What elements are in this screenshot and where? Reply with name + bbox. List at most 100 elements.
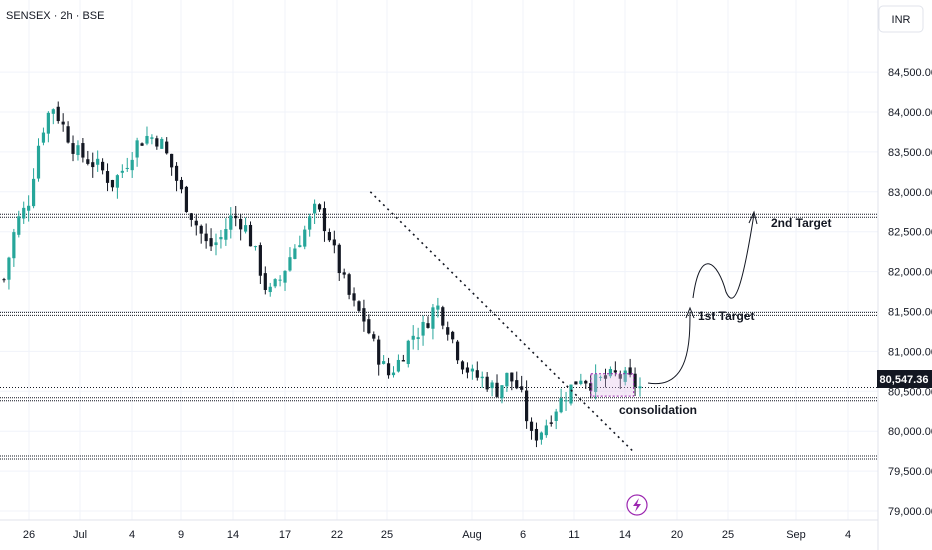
candle-body (283, 270, 287, 283)
candle-body (520, 386, 524, 390)
last-price-badge: 80,547.36 (877, 370, 932, 388)
candle-body (367, 319, 371, 334)
currency-button[interactable]: INR (878, 5, 924, 33)
candle-body (155, 138, 159, 147)
time-tick-label: 4 (129, 529, 135, 541)
candle-body (258, 245, 262, 276)
candle-body (451, 331, 455, 340)
candle-body (436, 305, 440, 310)
candle-body (608, 368, 613, 377)
candle-body (470, 368, 474, 372)
candle-body (352, 293, 356, 301)
candles (2, 101, 642, 448)
time-tick-label: 22 (331, 529, 343, 541)
candle-body (204, 233, 208, 242)
projection-path-1 (647, 311, 691, 385)
currency-label: INR (892, 14, 911, 26)
price-tick-label: 83,500.00 (888, 147, 932, 159)
candle-body (189, 213, 193, 220)
grid (0, 0, 879, 550)
price-tick-label: 84,500.00 (888, 67, 932, 79)
candle-body (628, 367, 632, 376)
candle-body (36, 145, 41, 179)
time-tick-label: 14 (619, 529, 631, 541)
candle-body (224, 229, 228, 240)
candle-body (357, 301, 361, 311)
candle-body (86, 159, 90, 164)
candle-body (71, 143, 75, 154)
price-tick-label: 80,500.00 (888, 386, 932, 398)
candle-body (421, 321, 425, 336)
price-axis[interactable]: 79,000.00 79,500.00 80,000.00 80,500.00 81,0… (888, 67, 932, 518)
candle-body (66, 126, 70, 143)
candle-body (317, 204, 322, 210)
candle-body (362, 308, 366, 322)
consolidation-label: consolidation (619, 403, 697, 417)
candle-body (584, 380, 588, 384)
time-tick-label: Jul (73, 529, 87, 541)
candle-body (243, 225, 248, 232)
horizontal-levels (0, 213, 878, 460)
price-tick-label: 82,000.00 (888, 267, 932, 279)
candle-body (56, 106, 60, 122)
candle-body (288, 257, 292, 271)
arrow-head-1 (685, 306, 695, 319)
price-tick-label: 81,500.00 (888, 307, 932, 319)
candle-body (278, 279, 282, 281)
candle-body (529, 421, 534, 431)
candle-body (465, 367, 470, 373)
candle-body (525, 390, 529, 422)
candle-body (505, 372, 509, 387)
candle-body (17, 216, 21, 235)
candle-body (446, 327, 450, 335)
candle-body (633, 373, 637, 387)
candle-body (313, 203, 317, 214)
candle-body (110, 179, 115, 188)
downtrend-line (369, 191, 635, 453)
candle-body (51, 109, 55, 114)
candle-body (500, 385, 504, 399)
annotations: 2nd Target 1st Target consolidation (369, 191, 831, 453)
candle-body (431, 307, 435, 329)
candle-body (598, 376, 603, 378)
chart-symbol-title: SENSEX · 2h · BSE (6, 10, 104, 22)
candle-body (327, 232, 331, 241)
time-tick-label: 25 (722, 529, 734, 541)
candle-body (273, 279, 277, 287)
candle-body (41, 132, 46, 143)
price-tick-label: 81,000.00 (888, 346, 932, 358)
candle-body (199, 225, 203, 234)
time-tick-label: 9 (178, 529, 184, 541)
candle-body (135, 140, 139, 158)
time-tick-label: 14 (227, 529, 239, 541)
price-tick-label: 79,500.00 (888, 466, 932, 478)
candle-body (234, 215, 238, 219)
candle-body (426, 323, 430, 328)
candle-body (638, 386, 642, 389)
candle-body (377, 339, 381, 365)
candle-body (569, 384, 573, 404)
candle-body (544, 425, 548, 436)
price-tick-label: 83,000.00 (888, 187, 932, 199)
candle-body (7, 257, 11, 280)
candle-body (46, 112, 50, 134)
candle-body (145, 135, 149, 144)
candle-body (303, 229, 307, 247)
candle-body (485, 376, 489, 390)
price-tick-label: 80,000.00 (888, 426, 932, 438)
candle-body (391, 372, 396, 376)
candle-body (194, 220, 198, 226)
first-target-label: 1st Target (698, 309, 754, 323)
candle-body (475, 370, 479, 378)
price-tick-label: 79,000.00 (888, 506, 932, 518)
candle-body (125, 167, 129, 169)
time-axis[interactable]: 26 Jul 4 9 14 17 22 25 Aug 6 11 14 20 25 Sep 4 (23, 529, 851, 541)
flash-icon[interactable] (626, 494, 648, 516)
time-tick-label: Aug (462, 529, 482, 541)
candle-body (174, 165, 179, 181)
candle-body (27, 205, 31, 211)
candle-body (618, 374, 622, 379)
candle-body (76, 145, 80, 156)
candle-body (31, 178, 36, 207)
